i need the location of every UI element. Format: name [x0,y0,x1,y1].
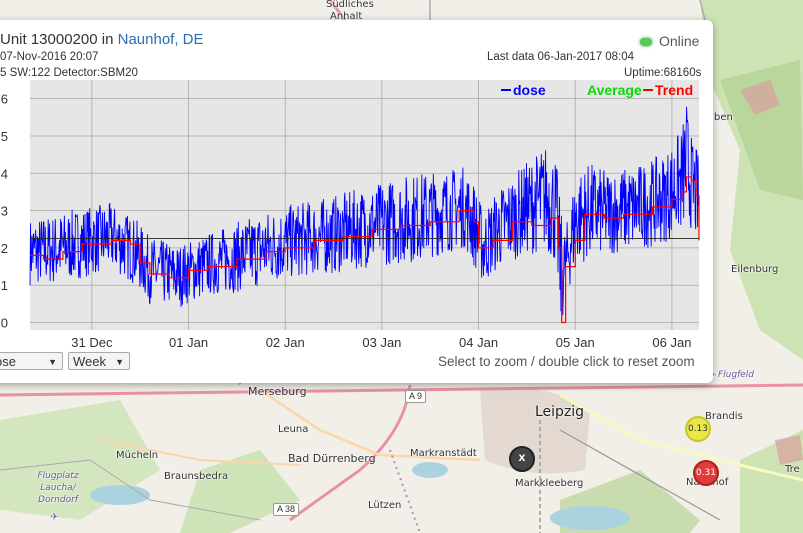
since-date: 07-Nov-2016 20:07 [0,51,99,63]
x-tick-label: 01 Jan [169,335,208,350]
highway-shield: A 9 [405,390,427,403]
zoom-hint: Select to zoom / double click to reset z… [438,354,695,369]
trend-series-line [30,176,700,324]
unit-title: Unit 13000200 in Naunhof, DE [0,31,204,48]
legend-label: dose [513,82,546,98]
dose-chart[interactable]: 0 0.1 0.2 0.3 0.4 0.5 0.6 31 Dec 01 Jan 02 Jan 03 … [0,80,703,350]
y-tick-label: 0.6 [0,92,8,107]
legend-label: Trend [655,82,693,98]
series-select-value: ose [0,354,16,369]
y-tick-label: 0.5 [0,129,8,144]
firmware-info: 5 SW:122 Detector:SBM20 [0,67,138,79]
x-tick-label: 03 Jan [362,335,401,350]
map-label: Bad Dürrenberg [288,452,376,465]
map-label: Lützen [368,500,402,511]
legend-label: Average [587,82,642,98]
map-label: Brandis [705,411,743,422]
sensor-marker-offline[interactable]: X [509,446,535,472]
sensor-popup: Unit 13000200 in Naunhof, DE Online 07-N… [0,20,713,383]
x-tick-label: 05 Jan [556,335,595,350]
x-tick-label: 31 Dec [71,335,113,350]
airport-icon: ✈ [50,512,59,523]
map-label: Südliches [326,0,374,10]
map-label: ben [714,112,733,123]
chevron-down-icon: ▼ [115,357,124,367]
last-data: Last data 06-Jan-2017 08:04 [487,51,635,63]
map-label: Tre [785,464,800,475]
map-label: Braunsbedra [164,471,229,482]
dose-series-line [29,106,700,316]
y-tick-label: 0 [1,316,8,331]
uptime: Uptime:68160s [624,67,702,79]
unit-in-word: in [101,31,114,48]
x-tick-label: 02 Jan [266,335,305,350]
series-select[interactable]: ose ▼ [0,352,63,370]
map-label: Eilenburg [731,264,779,275]
map-label: Leuna [278,424,309,435]
status-dot-icon [640,38,652,47]
range-select-value: Week [73,354,106,369]
location-link[interactable]: Naunhof, DE [117,31,204,48]
map-label: Merseburg [248,385,307,398]
online-status: Online [640,33,699,49]
y-tick-label: 0.4 [0,166,8,181]
y-tick-label: 0.2 [0,241,8,256]
map-label: Mücheln [116,450,159,461]
map-label: Anhalt [330,11,363,22]
x-tick-label: 04 Jan [459,335,498,350]
map-label: Markranstädt [410,448,477,459]
sensor-marker[interactable]: 0.13 [685,416,711,442]
status-label: Online [659,33,700,49]
map-label: Flugfeld [718,370,755,380]
map-label: Flugplatz Laucha/ Dorndorf [37,471,79,505]
x-tick-label: 06 Jan [652,335,691,350]
y-tick-label: 0.1 [0,278,8,293]
unit-id: Unit 13000200 [0,31,98,48]
map-label: Leipzig [535,404,585,420]
y-tick-label: 0.3 [0,204,8,219]
highway-shield: A 38 [273,503,300,516]
sensor-marker[interactable]: 0.31 [693,460,719,486]
range-select[interactable]: Week ▼ [68,352,130,370]
map-label: Markkleeberg [515,478,584,489]
chevron-down-icon: ▼ [48,357,57,367]
